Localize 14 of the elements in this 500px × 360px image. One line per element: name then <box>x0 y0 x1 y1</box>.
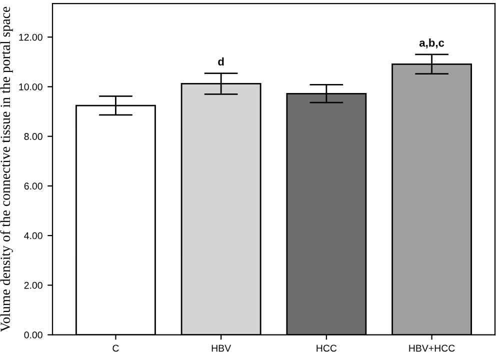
annotation: d <box>218 57 224 66</box>
y-tick-label: 4.00 <box>24 232 42 240</box>
y-tick-label: 2.00 <box>24 282 42 289</box>
x-tick-label: C <box>112 344 119 352</box>
y-tick-label: 12.00 <box>19 34 42 41</box>
y-tick-label: 10.00 <box>19 83 42 90</box>
x-tick-label: HBV <box>212 344 232 352</box>
x-tick-label: HBV+HCC <box>409 344 455 352</box>
y-axis-title: Volume density of the connective tissue in the portal space <box>0 6 13 332</box>
annotation: a,b,c <box>419 38 444 48</box>
y-tick-label: 0.00 <box>24 332 42 338</box>
y-tick-label: 8.00 <box>24 133 42 140</box>
y-tick-label: 6.00 <box>24 182 42 190</box>
x-tick-label: HCC <box>316 344 337 352</box>
